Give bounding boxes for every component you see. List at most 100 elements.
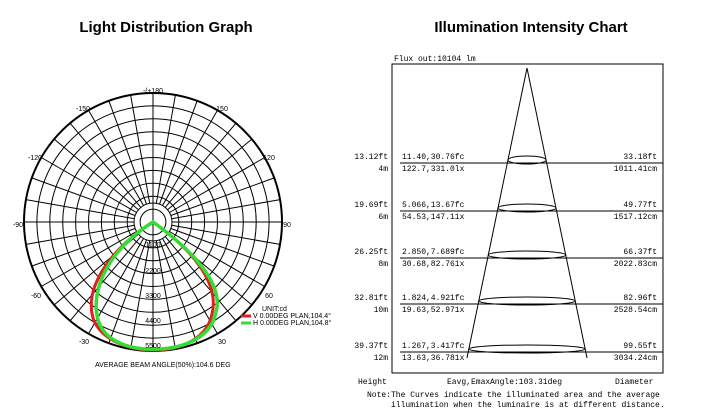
note: illumination when the luminaire is at di… (391, 401, 665, 410)
header: Diameter (615, 378, 654, 387)
diameter-cm: 1517.12cm (614, 213, 657, 222)
flux: Flux out:10104 lm (394, 55, 476, 64)
spoke (88, 110, 144, 206)
illuminated-area (487, 250, 567, 260)
angle-label: 120 (263, 155, 275, 162)
illuminance-fc: 2.850,7.689fc (402, 248, 465, 257)
spoke (31, 228, 136, 267)
height-ft: 13.12ft (354, 153, 388, 162)
spoke (41, 231, 137, 287)
illuminated-area (497, 203, 557, 213)
illuminance-lx: 19.63,52.971x (402, 306, 465, 315)
illuminance-fc: 1.267,3.417fc (402, 342, 465, 351)
note: Note:The Curves indicate the illuminated… (367, 391, 660, 400)
spoke (108, 100, 147, 205)
spoke (169, 231, 265, 287)
height-ft: 32.81ft (354, 294, 388, 303)
height-ft: 19.69ft (354, 201, 388, 210)
height-ft: 26.25ft (354, 248, 388, 257)
spoke (167, 138, 253, 211)
height-m: 6m (378, 213, 388, 222)
spoke (162, 110, 218, 206)
illuminated-area (507, 155, 547, 165)
illuminance-lx: 13.63,36.781x (402, 354, 465, 363)
illuminance-fc: 11.40,30.76fc (402, 153, 465, 162)
angle-label: -150 (76, 106, 90, 113)
spoke (159, 239, 198, 344)
spoke (171, 199, 281, 220)
diameter-cm: 1011.41cm (614, 165, 657, 174)
angle-label: 60 (265, 293, 273, 300)
angle-label: 150 (216, 106, 228, 113)
spoke (130, 94, 151, 204)
header: Angle:103.31deg (490, 378, 562, 387)
spoke (164, 236, 237, 322)
spoke (25, 224, 135, 245)
spoke (108, 239, 147, 344)
chart-frame (391, 63, 664, 374)
polar-grid (23, 92, 283, 352)
illuminance-fc: 1.824,4.921fc (402, 294, 465, 303)
angle-label: 90 (283, 222, 291, 229)
height-m: 10m (374, 306, 389, 315)
spoke (170, 228, 275, 267)
spoke (155, 240, 176, 350)
spoke (155, 94, 176, 204)
spoke (41, 157, 137, 213)
angle-label: -90 (13, 222, 23, 229)
diameter-cm: 2528.54cm (614, 306, 657, 315)
spoke (31, 177, 136, 216)
spoke (159, 100, 198, 205)
unit-label: UNIT:cd (262, 306, 287, 313)
spoke (53, 138, 139, 211)
angle-label: -/+180 (143, 88, 163, 95)
angle-label: -60 (31, 293, 41, 300)
height-m: 8m (378, 260, 388, 269)
radial-label: 1100 (145, 242, 160, 249)
diameter-ft: 49.77ft (623, 201, 657, 210)
spoke (164, 122, 237, 208)
illuminated-area (478, 296, 576, 306)
diameter-ft: 99.55ft (623, 342, 657, 351)
radial-label: 5500 (145, 343, 161, 350)
spoke (69, 236, 142, 322)
header: Height (358, 378, 387, 387)
spoke (169, 157, 265, 213)
h-plane-curve (94, 219, 219, 351)
cone-edge (466, 67, 528, 359)
angle-label: 30 (218, 339, 226, 346)
diameter-cm: 3034.24cm (614, 354, 657, 363)
beam-angle: AVERAGE BEAM ANGLE(50%):104.6 DEG (95, 362, 231, 369)
diameter-ft: 82.96ft (623, 294, 657, 303)
illuminance-lx: 122.7,331.0lx (402, 165, 465, 174)
radial-label: 3300 (145, 293, 161, 300)
spoke (130, 240, 151, 350)
spoke (69, 122, 142, 208)
diameter-cm: 2022.83cm (614, 260, 657, 269)
legend-entry: H 0.00DEG PLAN,104.8° (253, 319, 331, 327)
spoke (170, 177, 275, 216)
illuminance-fc: 5.066,13.67fc (402, 201, 465, 210)
angle-label: -120 (28, 155, 42, 162)
angle-label: -30 (79, 339, 89, 346)
diameter-ft: 66.37ft (623, 248, 657, 257)
cone (400, 67, 663, 359)
illuminated-area (468, 344, 586, 354)
legend-entry: V 0.00DEG PLAN,104.4° (253, 312, 331, 320)
right-title: Illumination Intensity Chart (434, 19, 627, 36)
cone-edge (526, 67, 588, 359)
height-m: 12m (374, 354, 389, 363)
illuminance-lx: 30.68,82.761x (402, 260, 465, 269)
spoke (162, 238, 218, 334)
height-m: 4m (378, 165, 388, 174)
diameter-ft: 33.18ft (623, 153, 657, 162)
spoke (25, 199, 135, 220)
header: Eavg,Emax (447, 378, 490, 387)
spoke (171, 224, 281, 245)
height-ft: 39.37ft (354, 342, 388, 351)
radial-label: 2200 (145, 268, 161, 275)
illuminance-lx: 54.53,147.11x (402, 213, 465, 222)
radial-label: 4400 (145, 318, 161, 325)
left-title: Light Distribution Graph (79, 19, 252, 36)
